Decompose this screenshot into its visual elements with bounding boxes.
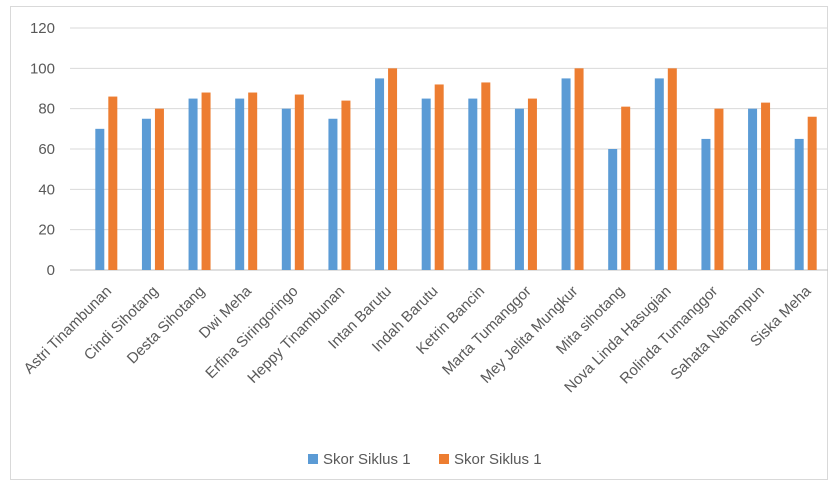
bar [481,82,491,270]
bar [375,78,385,271]
legend-label: Skor Siklus 1 [323,451,411,468]
bar [701,138,711,270]
y-tick-label: 80 [38,101,55,118]
bars [95,68,817,271]
bar [235,98,245,270]
bar [421,98,431,270]
bar [248,92,258,271]
bar [188,98,198,270]
legend-swatch [308,454,318,464]
bar [154,108,164,271]
bar [714,108,724,271]
y-axis-tick-labels: 0 20 40 60 80 100 120 [30,20,55,279]
bar [527,98,537,270]
bar [514,108,524,271]
y-tick-label: 20 [38,222,55,239]
bar [95,128,105,270]
bar [281,108,291,271]
y-tick-label: 60 [38,141,55,158]
bar [388,68,398,270]
bar [294,94,304,270]
bar [574,68,584,270]
y-tick-label: 0 [47,262,55,279]
gridlines [70,27,828,271]
x-category-label: Astri Tinambunan [21,283,116,378]
legend-label: Skor Siklus 1 [454,451,542,468]
y-tick-label: 40 [38,181,55,198]
bar [608,149,618,270]
bar [201,92,211,271]
bar [748,108,758,271]
bar [654,78,664,271]
y-tick-label: 100 [30,60,55,77]
bar [328,118,338,270]
bar [621,106,631,271]
bar [108,96,118,270]
y-tick-label: 120 [30,20,55,37]
bar [761,102,771,270]
legend: Skor Siklus 1 Skor Siklus 1 [308,451,542,468]
legend-swatch [439,454,449,464]
bar [794,138,804,270]
bar [141,118,151,270]
bar [434,84,444,270]
bar [667,68,677,270]
bar [807,116,817,270]
bar [561,78,571,271]
bar [468,98,478,270]
bar [341,100,351,270]
